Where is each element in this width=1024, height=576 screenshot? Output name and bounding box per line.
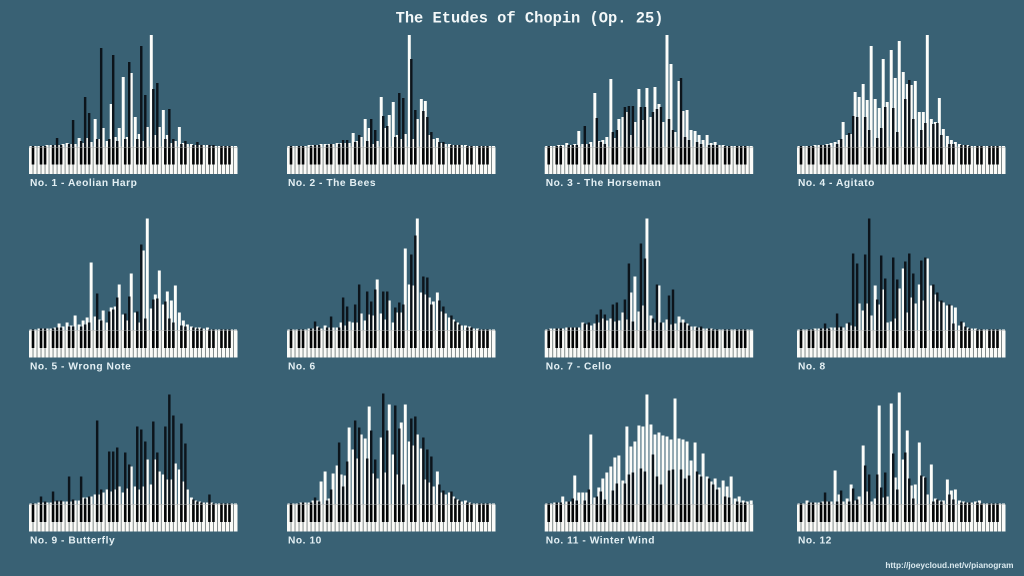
svg-text:No. 6: No. 6 [288,362,316,373]
svg-text:No. 2 - The Bees: No. 2 - The Bees [288,178,376,189]
svg-text:No. 7 - Cello: No. 7 - Cello [546,362,612,373]
svg-text:The Etudes of Chopin (Op. 25): The Etudes of Chopin (Op. 25) [396,10,664,28]
svg-text:No. 3 - The Horseman: No. 3 - The Horseman [546,178,662,189]
svg-text:No. 1 - Aeolian Harp: No. 1 - Aeolian Harp [30,178,137,189]
svg-text:http://joeycloud.net/v/pianogr: http://joeycloud.net/v/pianogram [885,560,1013,570]
svg-text:No. 9 - Butterfly: No. 9 - Butterfly [30,536,115,547]
svg-text:No. 4 - Agitato: No. 4 - Agitato [798,178,875,189]
svg-text:No. 5 - Wrong Note: No. 5 - Wrong Note [30,362,131,373]
svg-text:No. 12: No. 12 [798,536,832,547]
svg-text:No. 8: No. 8 [798,362,826,373]
svg-text:No. 11 - Winter Wind: No. 11 - Winter Wind [546,536,655,547]
svg-text:No. 10: No. 10 [288,536,322,547]
